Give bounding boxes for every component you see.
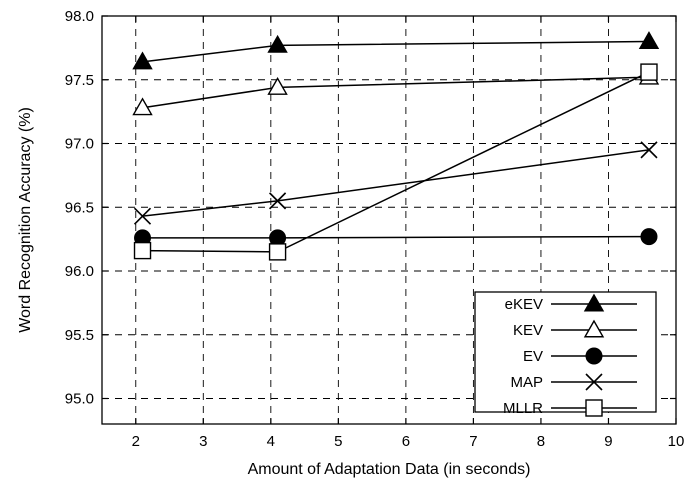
data-point-kev: [267, 76, 288, 95]
series-layer: [132, 31, 660, 261]
legend-label: EV: [523, 348, 543, 365]
legend-marker-kev: [583, 319, 605, 338]
series-line-map: [142, 149, 650, 217]
x-tick-label: 8: [537, 433, 545, 450]
y-tick-label: 96.5: [65, 199, 94, 216]
data-point-map: [269, 192, 287, 210]
legend-label: MAP: [510, 374, 543, 391]
legend-label: KEV: [513, 322, 543, 339]
legend-marker-map: [585, 373, 603, 391]
y-tick-label: 95.5: [65, 327, 94, 344]
legend-marker-ev: [585, 347, 603, 365]
series-kev: [132, 66, 660, 116]
legend-item-ev: EV: [523, 347, 637, 365]
y-tick-label: 96.0: [65, 263, 94, 280]
plot-frame: [101, 15, 677, 425]
legend: eKEV KEV EV MAP MLLR: [474, 291, 657, 417]
x-tick-label: 9: [604, 433, 612, 450]
series-line-ekev: [142, 40, 649, 63]
series-map: [133, 141, 658, 225]
series-line-ev: [142, 235, 649, 239]
data-point-ekev: [132, 51, 153, 70]
data-point-mllr: [640, 63, 658, 81]
y-tick-label: 97.0: [65, 136, 94, 153]
data-point-map: [133, 207, 152, 225]
data-point-map: [640, 141, 658, 159]
x-tick-label: 4: [267, 433, 275, 450]
legend-label: MLLR: [503, 400, 543, 417]
data-point-ekev: [638, 31, 660, 49]
legend-item-kev: KEV: [513, 319, 637, 339]
x-tick-label: 10: [668, 433, 685, 450]
axis-ticks: 2 3 4 5 6 7 8 9 10 95.0 95.5 96.0 96.5 97.0 97.5 98.0: [65, 8, 685, 450]
data-point-mllr: [268, 243, 287, 261]
legend-item-mllr: MLLR: [503, 399, 637, 417]
legend-marker-mllr: [585, 399, 603, 417]
data-point-ekev: [267, 34, 288, 53]
y-tick-label: 97.5: [65, 72, 94, 89]
series-line-mllr: [142, 71, 650, 253]
series-ekev: [132, 31, 660, 70]
data-point-kev: [132, 97, 153, 116]
legend-marker-ekev: [583, 293, 605, 312]
y-axis-title: Word Recognition Accuracy (%): [17, 107, 34, 333]
x-tick-label: 7: [469, 433, 477, 450]
series-mllr: [133, 63, 658, 261]
legend-item-map: MAP: [510, 373, 637, 391]
x-axis-title: Amount of Adaptation Data (in seconds): [248, 461, 531, 478]
series-ev: [134, 228, 658, 247]
legend-label: eKEV: [505, 296, 543, 313]
legend-box: [474, 291, 657, 413]
x-tick-label: 5: [334, 433, 342, 450]
legend-item-ekev: eKEV: [505, 293, 637, 313]
y-tick-label: 95.0: [65, 391, 94, 408]
series-line-kev: [142, 76, 650, 109]
data-point-mllr: [133, 241, 152, 260]
data-point-ev: [640, 228, 658, 246]
x-tick-label: 6: [402, 433, 410, 450]
y-tick-label: 98.0: [65, 8, 94, 25]
x-tick-label: 3: [199, 433, 207, 450]
x-tick-label: 2: [132, 433, 140, 450]
